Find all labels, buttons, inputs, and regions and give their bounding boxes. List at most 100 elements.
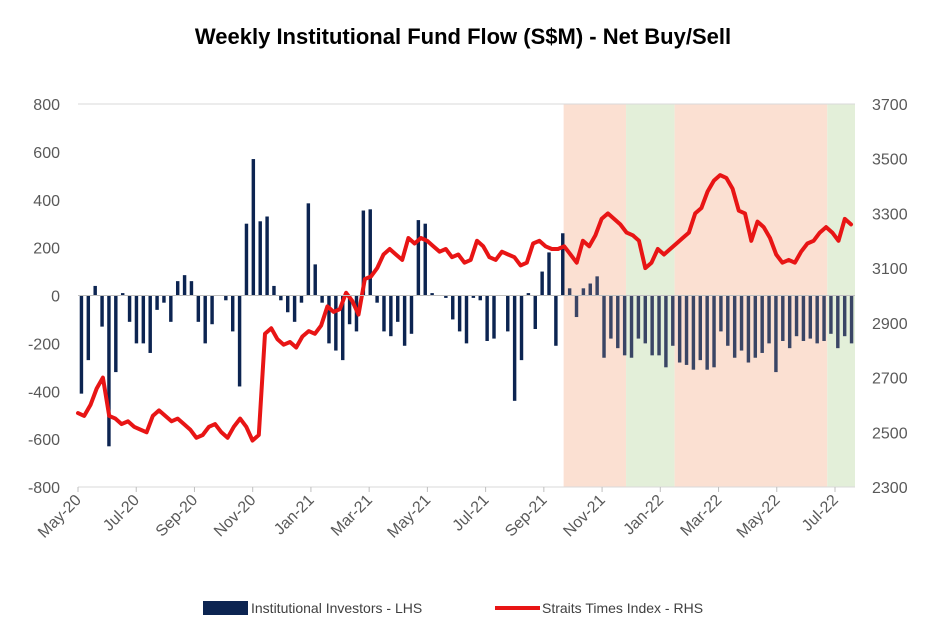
bar xyxy=(402,295,407,346)
bar xyxy=(794,295,799,337)
y-left-tick-label: 200 xyxy=(33,241,60,258)
bar xyxy=(127,295,132,322)
bar xyxy=(203,295,207,344)
y-right-tick-label: 3700 xyxy=(872,97,908,114)
bar xyxy=(561,233,565,296)
bar xyxy=(691,295,696,370)
bar xyxy=(664,295,668,368)
bar xyxy=(210,295,214,325)
bar xyxy=(464,295,469,344)
bar xyxy=(684,295,689,365)
bar xyxy=(279,295,283,301)
bar xyxy=(334,295,338,351)
bar xyxy=(196,295,201,322)
legend: Institutional Investors - LHS Straits Ti… xyxy=(203,600,703,616)
bar xyxy=(162,295,166,303)
bar xyxy=(361,210,366,296)
bar xyxy=(849,295,854,344)
bar xyxy=(100,295,104,327)
x-tick-label: Sep-21 xyxy=(502,492,551,541)
x-tick-label: Mar-21 xyxy=(328,492,376,540)
bar xyxy=(478,295,482,301)
bar xyxy=(286,295,290,313)
y-left-tick-label: -200 xyxy=(28,336,60,353)
bar-series xyxy=(79,159,854,447)
bar xyxy=(719,295,723,332)
bar xyxy=(602,295,606,358)
line-series xyxy=(76,173,853,443)
bar xyxy=(382,295,386,332)
x-tick-label: Sep-20 xyxy=(153,492,202,541)
bar xyxy=(430,293,434,296)
x-tick-label: May-22 xyxy=(734,492,784,542)
bar xyxy=(114,295,118,373)
legend-swatch-institutional xyxy=(203,601,248,615)
bar xyxy=(292,295,297,322)
bar xyxy=(272,285,276,296)
bar xyxy=(801,295,806,341)
bar xyxy=(677,295,682,363)
bar xyxy=(787,295,792,349)
bar xyxy=(781,295,785,341)
y-left-tick-label: -600 xyxy=(28,432,60,449)
bar xyxy=(657,295,661,356)
bar xyxy=(581,288,586,296)
bar xyxy=(134,295,139,344)
bar xyxy=(457,295,462,332)
bar xyxy=(698,295,703,361)
bar xyxy=(726,295,730,346)
bar xyxy=(169,295,173,322)
bar xyxy=(182,275,187,296)
bar xyxy=(251,159,256,296)
bar xyxy=(746,295,751,363)
bar xyxy=(306,203,311,296)
bar xyxy=(519,295,524,361)
bar xyxy=(79,295,84,394)
x-tick-label: Mar-22 xyxy=(678,492,726,540)
bar xyxy=(574,295,579,318)
y-left-tick-label: 400 xyxy=(33,193,60,210)
bar xyxy=(506,295,510,332)
bar xyxy=(567,288,572,296)
bar xyxy=(533,295,537,330)
bar xyxy=(341,295,345,361)
bar xyxy=(396,295,400,322)
legend-label-sti: Straits Times Index - RHS xyxy=(542,600,703,616)
bar xyxy=(230,295,235,332)
bar xyxy=(526,293,531,296)
bar xyxy=(224,295,228,301)
bar xyxy=(842,295,847,337)
x-tick-label: Nov-20 xyxy=(211,492,260,541)
legend-label-institutional: Institutional Investors - LHS xyxy=(251,600,422,616)
bar xyxy=(822,295,826,341)
bar xyxy=(808,295,813,339)
bar xyxy=(237,295,242,387)
bar xyxy=(671,295,675,346)
bar xyxy=(636,295,641,339)
bar xyxy=(774,295,778,373)
y-left-tick-label: 800 xyxy=(33,97,60,114)
bar xyxy=(148,295,152,353)
x-tick-label: Jan-21 xyxy=(271,492,318,539)
bar xyxy=(616,295,620,349)
bar xyxy=(175,281,180,296)
bar xyxy=(416,220,421,296)
bar xyxy=(760,295,764,353)
y-left-tick-label: 600 xyxy=(33,145,60,162)
y-right-tick-label: 2500 xyxy=(872,425,908,442)
y-right-tick-label: 3500 xyxy=(872,152,908,169)
bar xyxy=(347,295,352,325)
bar xyxy=(258,221,262,296)
bar xyxy=(554,295,558,346)
bar xyxy=(320,295,324,303)
bar xyxy=(643,295,647,344)
bar xyxy=(327,295,331,344)
bar xyxy=(609,295,613,339)
bar xyxy=(712,295,716,368)
chart-title: Weekly Institutional Fund Flow (S$M) - N… xyxy=(195,24,731,49)
x-tick-label: Nov-21 xyxy=(560,492,609,541)
bar xyxy=(650,295,654,356)
y-right-tick-label: 2900 xyxy=(872,316,908,333)
bar xyxy=(836,295,840,349)
bar xyxy=(141,295,146,344)
